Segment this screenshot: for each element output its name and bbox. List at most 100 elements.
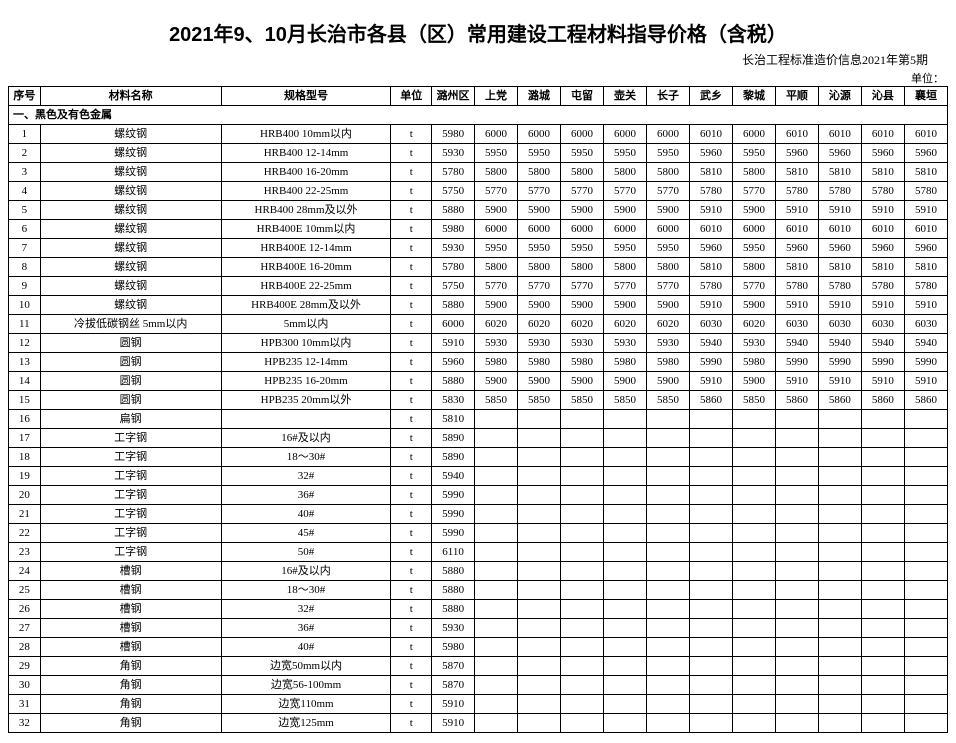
cell-value [689, 505, 732, 524]
cell-value [818, 505, 861, 524]
cell-value: 5950 [732, 239, 775, 258]
cell-value: 5800 [647, 258, 690, 277]
cell-value: 5930 [732, 334, 775, 353]
cell-name: 槽钢 [40, 581, 221, 600]
cell-value: 5910 [775, 296, 818, 315]
cell-value: 5780 [775, 277, 818, 296]
cell-value: 6010 [818, 220, 861, 239]
cell-value: 5800 [647, 163, 690, 182]
cell-value: 5930 [432, 239, 475, 258]
cell-spec: 边宽56-100mm [221, 676, 391, 695]
cell-value [732, 619, 775, 638]
cell-spec: HRB400 28mm及以外 [221, 201, 391, 220]
cell-value: 6030 [861, 315, 904, 334]
cell-spec: HRB400E 16-20mm [221, 258, 391, 277]
cell-value [604, 638, 647, 657]
cell-unit: t [391, 201, 432, 220]
cell-value: 5960 [689, 144, 732, 163]
cell-value: 5900 [561, 296, 604, 315]
cell-name: 螺纹钢 [40, 163, 221, 182]
cell-value [732, 695, 775, 714]
cell-seq: 14 [9, 372, 41, 391]
cell-value [561, 638, 604, 657]
cell-value [604, 505, 647, 524]
cell-value: 5940 [904, 334, 947, 353]
cell-value: 5910 [775, 372, 818, 391]
cell-spec: 36# [221, 619, 391, 638]
cell-value: 5930 [518, 334, 561, 353]
cell-value: 6010 [689, 125, 732, 144]
cell-value: 5900 [518, 372, 561, 391]
cell-value [475, 410, 518, 429]
cell-value [604, 524, 647, 543]
cell-value: 5860 [904, 391, 947, 410]
cell-value: 6010 [861, 220, 904, 239]
cell-value: 5850 [647, 391, 690, 410]
cell-value: 5910 [861, 201, 904, 220]
table-row: 5螺纹钢HRB400 28mm及以外t588059005900590059005… [9, 201, 948, 220]
col-region: 潞城 [518, 87, 561, 106]
cell-value: 5960 [904, 144, 947, 163]
col-region: 襄垣 [904, 87, 947, 106]
cell-value [647, 505, 690, 524]
table-row: 4螺纹钢HRB400 22-25mmt575057705770577057705… [9, 182, 948, 201]
cell-value [904, 714, 947, 733]
cell-value: 5900 [561, 201, 604, 220]
table-row: 19工字钢32#t5940 [9, 467, 948, 486]
page-title: 2021年9、10月长治市各县（区）常用建设工程材料指导价格（含税） [8, 18, 948, 47]
cell-value: 5900 [475, 201, 518, 220]
cell-value [689, 581, 732, 600]
cell-value [689, 695, 732, 714]
cell-value: 5780 [775, 182, 818, 201]
cell-value [689, 448, 732, 467]
cell-name: 螺纹钢 [40, 201, 221, 220]
table-row: 20工字钢36#t5990 [9, 486, 948, 505]
cell-value: 5930 [432, 144, 475, 163]
cell-unit: t [391, 334, 432, 353]
cell-value: 5950 [732, 144, 775, 163]
cell-unit: t [391, 543, 432, 562]
cell-value [647, 695, 690, 714]
cell-value [818, 581, 861, 600]
cell-value [647, 714, 690, 733]
cell-value: 5980 [561, 353, 604, 372]
cell-value: 5960 [775, 239, 818, 258]
cell-value [689, 562, 732, 581]
cell-value: 5800 [475, 163, 518, 182]
cell-value: 5950 [518, 239, 561, 258]
cell-value [475, 619, 518, 638]
cell-value [861, 562, 904, 581]
cell-value: 6010 [775, 220, 818, 239]
cell-value: 5800 [732, 258, 775, 277]
cell-unit: t [391, 505, 432, 524]
cell-spec: HPB235 20mm以外 [221, 391, 391, 410]
table-row: 14圆钢HPB235 16-20mmt588059005900590059005… [9, 372, 948, 391]
cell-seq: 30 [9, 676, 41, 695]
cell-value [904, 619, 947, 638]
cell-value: 5770 [475, 277, 518, 296]
cell-value [604, 410, 647, 429]
cell-value [861, 467, 904, 486]
cell-value: 5940 [818, 334, 861, 353]
cell-unit: t [391, 619, 432, 638]
cell-value [818, 410, 861, 429]
cell-value [775, 429, 818, 448]
cell-value [689, 714, 732, 733]
cell-value [818, 543, 861, 562]
cell-value: 5800 [518, 258, 561, 277]
cell-seq: 8 [9, 258, 41, 277]
cell-value: 5750 [432, 277, 475, 296]
cell-value: 6020 [647, 315, 690, 334]
cell-value: 5800 [732, 163, 775, 182]
cell-name: 螺纹钢 [40, 258, 221, 277]
cell-spec: HPB235 12-14mm [221, 353, 391, 372]
cell-value: 5990 [432, 486, 475, 505]
cell-value [604, 581, 647, 600]
cell-value [904, 676, 947, 695]
table-row: 7螺纹钢HRB400E 12-14mmt59305950595059505950… [9, 239, 948, 258]
cell-unit: t [391, 277, 432, 296]
cell-value [561, 505, 604, 524]
cell-value [775, 638, 818, 657]
cell-value: 5950 [647, 144, 690, 163]
table-row: 2螺纹钢HRB400 12-14mmt593059505950595059505… [9, 144, 948, 163]
